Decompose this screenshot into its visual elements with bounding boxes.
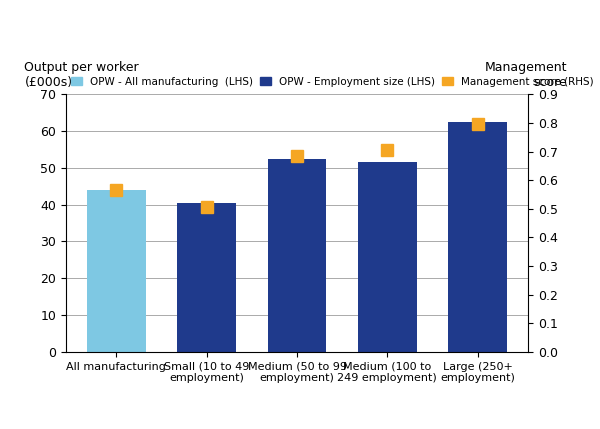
Text: Management
score: Management score bbox=[485, 61, 567, 89]
Bar bbox=[87, 190, 146, 352]
Text: Output per worker
(£000s): Output per worker (£000s) bbox=[25, 61, 139, 89]
Bar bbox=[268, 159, 326, 352]
Bar bbox=[358, 163, 416, 352]
Legend: OPW - All manufacturing  (LHS), OPW - Employment size (LHS), Management score (R: OPW - All manufacturing (LHS), OPW - Emp… bbox=[71, 77, 593, 87]
Bar bbox=[178, 203, 236, 352]
Bar bbox=[448, 122, 507, 352]
